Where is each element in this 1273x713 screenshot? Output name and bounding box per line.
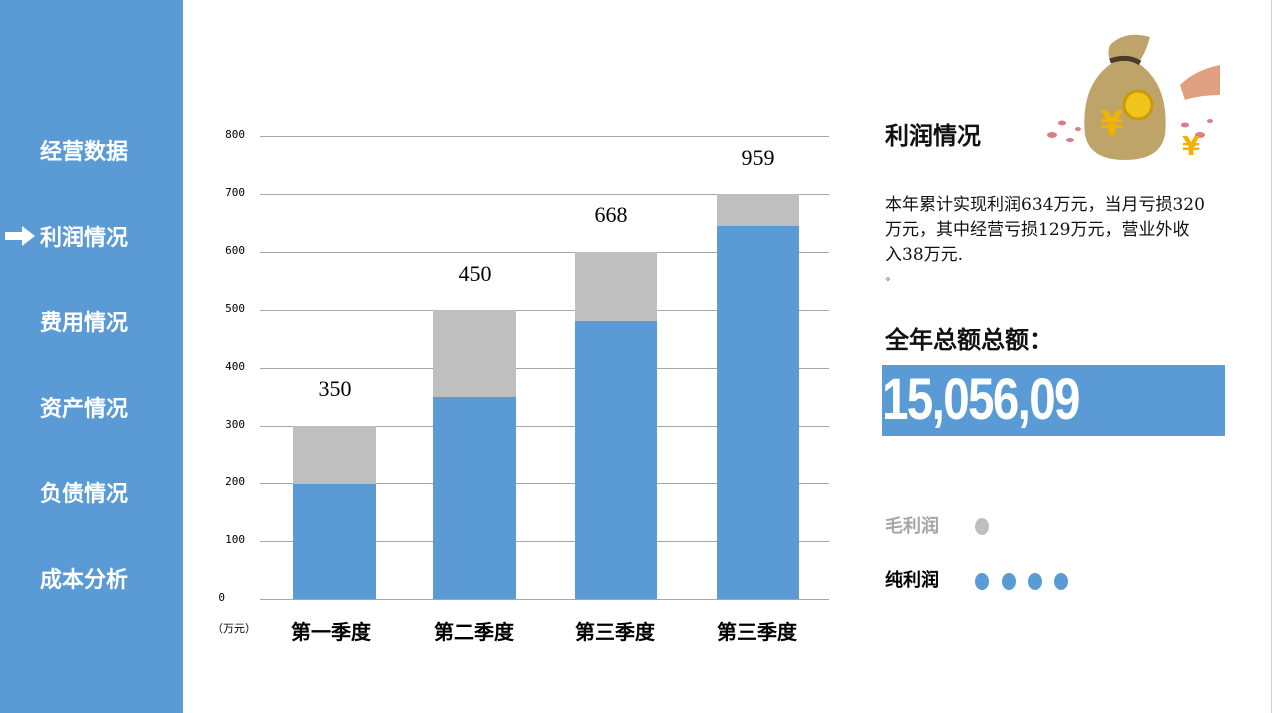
y-tick: 700: [225, 186, 245, 199]
gridline: [260, 541, 829, 542]
sidebar-item-label: 成本分析: [40, 568, 129, 593]
y-tick: 600: [225, 244, 245, 257]
sidebar-item-label: 负债情况: [40, 482, 129, 507]
sidebar-item-cost-analysis[interactable]: 成本分析: [0, 558, 183, 598]
gridline: [260, 483, 829, 484]
sidebar-nav: 经营数据 利润情况 费用情况 资产情况 负债情况 成本分析: [0, 0, 183, 713]
y-tick: 200: [225, 475, 245, 488]
bar-gross-profit-q3: [575, 252, 657, 321]
bar-value-label: 668: [594, 202, 628, 227]
x-axis-line: [260, 599, 829, 600]
annual-total-box: 15,056,09: [882, 365, 1225, 436]
x-category-label: 第二季度: [434, 620, 514, 644]
svg-text:¥: ¥: [1182, 132, 1200, 162]
bar-gross-profit-q4: [717, 194, 799, 226]
bar-value-label: 959: [741, 145, 775, 170]
y-tick: 500: [225, 302, 245, 315]
y-tick: 800: [225, 128, 245, 141]
annual-total-label: 全年总额总额：: [885, 326, 1053, 354]
sidebar-item-label: 资产情况: [40, 397, 129, 422]
bar-gross-profit-q1: [293, 426, 376, 484]
sidebar-item-profit[interactable]: 利润情况: [0, 216, 183, 256]
sidebar-item-expenses[interactable]: 费用情况: [0, 301, 183, 341]
y-tick: 400: [225, 360, 245, 373]
money-bag-icon: ¥ ¥: [1047, 34, 1220, 162]
gridline: [260, 310, 829, 311]
y-tick: 100: [225, 533, 245, 546]
legend-dot-gross-profit: [975, 518, 989, 535]
bar-net-profit-q4: [717, 226, 799, 599]
right-edge-divider: [1271, 0, 1272, 713]
profit-description: 本年累计实现利润634万元，当月亏损320万元，其中经营亏损129万元，营业外收…: [885, 195, 1205, 265]
sidebar-item-operating-data[interactable]: 经营数据: [0, 130, 183, 170]
bar-net-profit-q1: [293, 484, 376, 599]
bar-value-label: 350: [318, 376, 352, 401]
y-axis-unit-label: （万元）: [212, 622, 256, 635]
sidebar-item-label: 经营数据: [40, 140, 129, 165]
arrow-right-icon: [5, 226, 35, 246]
x-category-label: 第三季度: [717, 620, 797, 644]
gridline: [260, 426, 829, 427]
annual-total-value: 15,056,09: [882, 367, 1080, 432]
x-category-label: 第一季度: [291, 620, 371, 644]
y-tick: 0: [218, 591, 225, 604]
sidebar-item-liabilities[interactable]: 负债情况: [0, 472, 183, 512]
legend-dot-net-profit: [1028, 573, 1042, 590]
legend-dot-net-profit: [1002, 573, 1016, 590]
sidebar-item-assets[interactable]: 资产情况: [0, 387, 183, 427]
description-tail: 。: [886, 272, 896, 283]
legend-dot-net-profit: [975, 573, 989, 590]
x-category-label: 第三季度: [575, 620, 655, 644]
bar-value-label: 450: [458, 261, 492, 286]
gridline: [260, 136, 829, 137]
legend-label-net-profit: 纯利润: [885, 570, 939, 591]
gridline: [260, 252, 829, 253]
legend-dot-net-profit: [1054, 573, 1068, 590]
gridline: [260, 368, 829, 369]
legend-label-gross-profit: 毛利润: [885, 516, 939, 537]
bar-net-profit-q2: [433, 397, 516, 599]
sidebar-item-label: 利润情况: [40, 226, 129, 251]
bar-net-profit-q3: [575, 321, 657, 599]
panel-title: 利润情况: [885, 122, 981, 150]
bar-gross-profit-q2: [433, 310, 516, 397]
sidebar-item-label: 费用情况: [40, 311, 129, 336]
y-tick: 300: [225, 418, 245, 431]
profit-bar-chart: 0 100 200 300 400 500 600 700 800 350 45…: [200, 110, 840, 650]
svg-text:¥: ¥: [1100, 104, 1124, 144]
gridline: [260, 194, 829, 195]
